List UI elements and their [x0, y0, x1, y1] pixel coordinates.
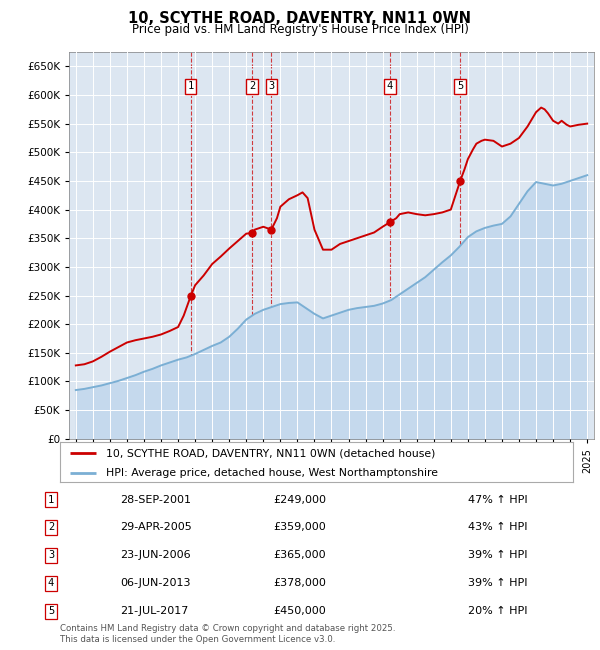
- Text: £249,000: £249,000: [274, 495, 326, 504]
- Text: £378,000: £378,000: [274, 578, 326, 588]
- Text: 47% ↑ HPI: 47% ↑ HPI: [468, 495, 527, 504]
- Text: 10, SCYTHE ROAD, DAVENTRY, NN11 0WN: 10, SCYTHE ROAD, DAVENTRY, NN11 0WN: [128, 11, 472, 26]
- Text: 28-SEP-2001: 28-SEP-2001: [120, 495, 191, 504]
- Text: £365,000: £365,000: [274, 551, 326, 560]
- Text: 1: 1: [188, 81, 194, 92]
- Text: HPI: Average price, detached house, West Northamptonshire: HPI: Average price, detached house, West…: [106, 469, 438, 478]
- Text: 4: 4: [387, 81, 393, 92]
- Text: 20% ↑ HPI: 20% ↑ HPI: [468, 606, 527, 616]
- Text: 10, SCYTHE ROAD, DAVENTRY, NN11 0WN (detached house): 10, SCYTHE ROAD, DAVENTRY, NN11 0WN (det…: [106, 448, 436, 458]
- Text: £359,000: £359,000: [274, 523, 326, 532]
- Text: 43% ↑ HPI: 43% ↑ HPI: [468, 523, 527, 532]
- Text: 06-JUN-2013: 06-JUN-2013: [120, 578, 191, 588]
- Text: 23-JUN-2006: 23-JUN-2006: [120, 551, 191, 560]
- Text: 2: 2: [48, 523, 54, 532]
- Text: 5: 5: [48, 606, 54, 616]
- Text: 39% ↑ HPI: 39% ↑ HPI: [468, 551, 527, 560]
- Text: 21-JUL-2017: 21-JUL-2017: [120, 606, 188, 616]
- Text: 29-APR-2005: 29-APR-2005: [120, 523, 192, 532]
- Text: 39% ↑ HPI: 39% ↑ HPI: [468, 578, 527, 588]
- Text: 3: 3: [268, 81, 274, 92]
- Text: £450,000: £450,000: [274, 606, 326, 616]
- Text: 5: 5: [457, 81, 463, 92]
- Text: 2: 2: [249, 81, 255, 92]
- Text: 4: 4: [48, 578, 54, 588]
- Text: 3: 3: [48, 551, 54, 560]
- Text: Contains HM Land Registry data © Crown copyright and database right 2025.
This d: Contains HM Land Registry data © Crown c…: [60, 624, 395, 644]
- Text: 1: 1: [48, 495, 54, 504]
- Text: Price paid vs. HM Land Registry's House Price Index (HPI): Price paid vs. HM Land Registry's House …: [131, 23, 469, 36]
